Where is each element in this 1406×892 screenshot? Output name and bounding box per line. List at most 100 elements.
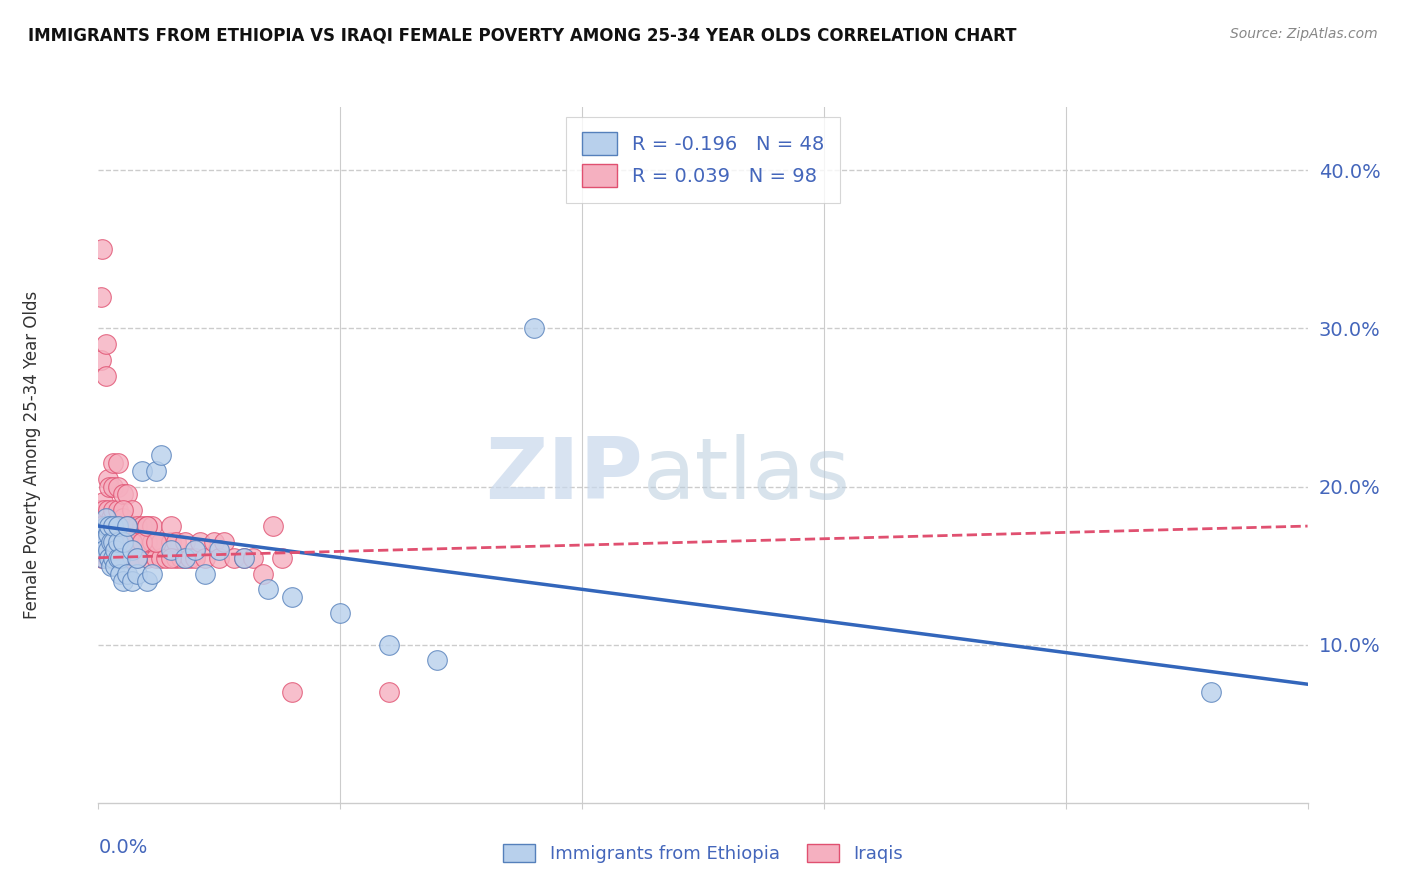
Point — [107, 456, 129, 470]
Point — [141, 566, 163, 581]
Text: ZIP: ZIP — [485, 434, 643, 517]
Point — [111, 487, 134, 501]
Point — [94, 519, 117, 533]
Point — [131, 534, 153, 549]
Point — [94, 519, 117, 533]
Point — [101, 479, 124, 493]
Point — [111, 511, 134, 525]
Point — [117, 519, 139, 533]
Point — [1199, 685, 1222, 699]
Point — [107, 550, 129, 565]
Point — [174, 550, 197, 565]
Point — [93, 503, 115, 517]
Point — [121, 542, 143, 557]
Text: Source: ZipAtlas.com: Source: ZipAtlas.com — [1230, 27, 1378, 41]
Point — [107, 550, 129, 565]
Point — [256, 582, 278, 597]
Point — [111, 574, 134, 589]
Point — [100, 558, 122, 573]
Point — [131, 519, 153, 533]
Point — [97, 503, 120, 517]
Point — [97, 542, 120, 557]
Point — [97, 550, 120, 565]
Point — [90, 290, 112, 304]
Point — [104, 519, 127, 533]
Point — [194, 550, 217, 565]
Point — [242, 550, 264, 565]
Point — [101, 534, 124, 549]
Point — [127, 519, 149, 533]
Point — [89, 534, 111, 549]
Point — [145, 464, 167, 478]
Point — [131, 534, 153, 549]
Point — [94, 534, 117, 549]
Point — [107, 519, 129, 533]
Text: IMMIGRANTS FROM ETHIOPIA VS IRAQI FEMALE POVERTY AMONG 25-34 YEAR OLDS CORRELATI: IMMIGRANTS FROM ETHIOPIA VS IRAQI FEMALE… — [28, 27, 1017, 45]
Point — [121, 574, 143, 589]
Point — [184, 550, 207, 565]
Point — [111, 503, 134, 517]
Point — [91, 243, 114, 257]
Point — [121, 503, 143, 517]
Point — [104, 534, 127, 549]
Point — [127, 550, 149, 565]
Point — [107, 527, 129, 541]
Point — [90, 519, 112, 533]
Point — [98, 479, 121, 493]
Point — [121, 534, 143, 549]
Point — [107, 479, 129, 493]
Point — [135, 550, 157, 565]
Point — [252, 566, 274, 581]
Point — [117, 487, 139, 501]
Point — [93, 550, 115, 565]
Point — [107, 503, 129, 517]
Point — [165, 550, 187, 565]
Point — [160, 550, 183, 565]
Point — [91, 495, 114, 509]
Point — [100, 534, 122, 549]
Point — [117, 566, 139, 581]
Point — [117, 519, 139, 533]
Point — [121, 519, 143, 533]
Point — [94, 368, 117, 383]
Point — [160, 542, 183, 557]
Point — [523, 321, 546, 335]
Point — [97, 527, 120, 541]
Point — [104, 542, 127, 557]
Point — [174, 534, 197, 549]
Point — [91, 519, 114, 533]
Point — [377, 638, 399, 652]
Point — [101, 456, 124, 470]
Point — [127, 550, 149, 565]
Point — [281, 591, 304, 605]
Point — [204, 534, 226, 549]
Point — [107, 534, 129, 549]
Point — [281, 685, 304, 699]
Point — [89, 503, 111, 517]
Point — [97, 550, 120, 565]
Point — [91, 534, 114, 549]
Point — [91, 534, 114, 549]
Point — [111, 550, 134, 565]
Point — [135, 519, 157, 533]
Point — [127, 566, 149, 581]
Point — [91, 550, 114, 565]
Point — [212, 534, 235, 549]
Point — [108, 566, 131, 581]
Point — [141, 534, 163, 549]
Point — [150, 534, 173, 549]
Point — [135, 519, 157, 533]
Point — [111, 534, 134, 549]
Point — [135, 574, 157, 589]
Point — [90, 353, 112, 368]
Point — [101, 519, 124, 533]
Point — [97, 472, 120, 486]
Point — [184, 542, 207, 557]
Point — [117, 519, 139, 533]
Point — [98, 519, 121, 533]
Point — [271, 550, 294, 565]
Point — [145, 534, 167, 549]
Point — [101, 503, 124, 517]
Point — [91, 550, 114, 565]
Point — [329, 606, 352, 620]
